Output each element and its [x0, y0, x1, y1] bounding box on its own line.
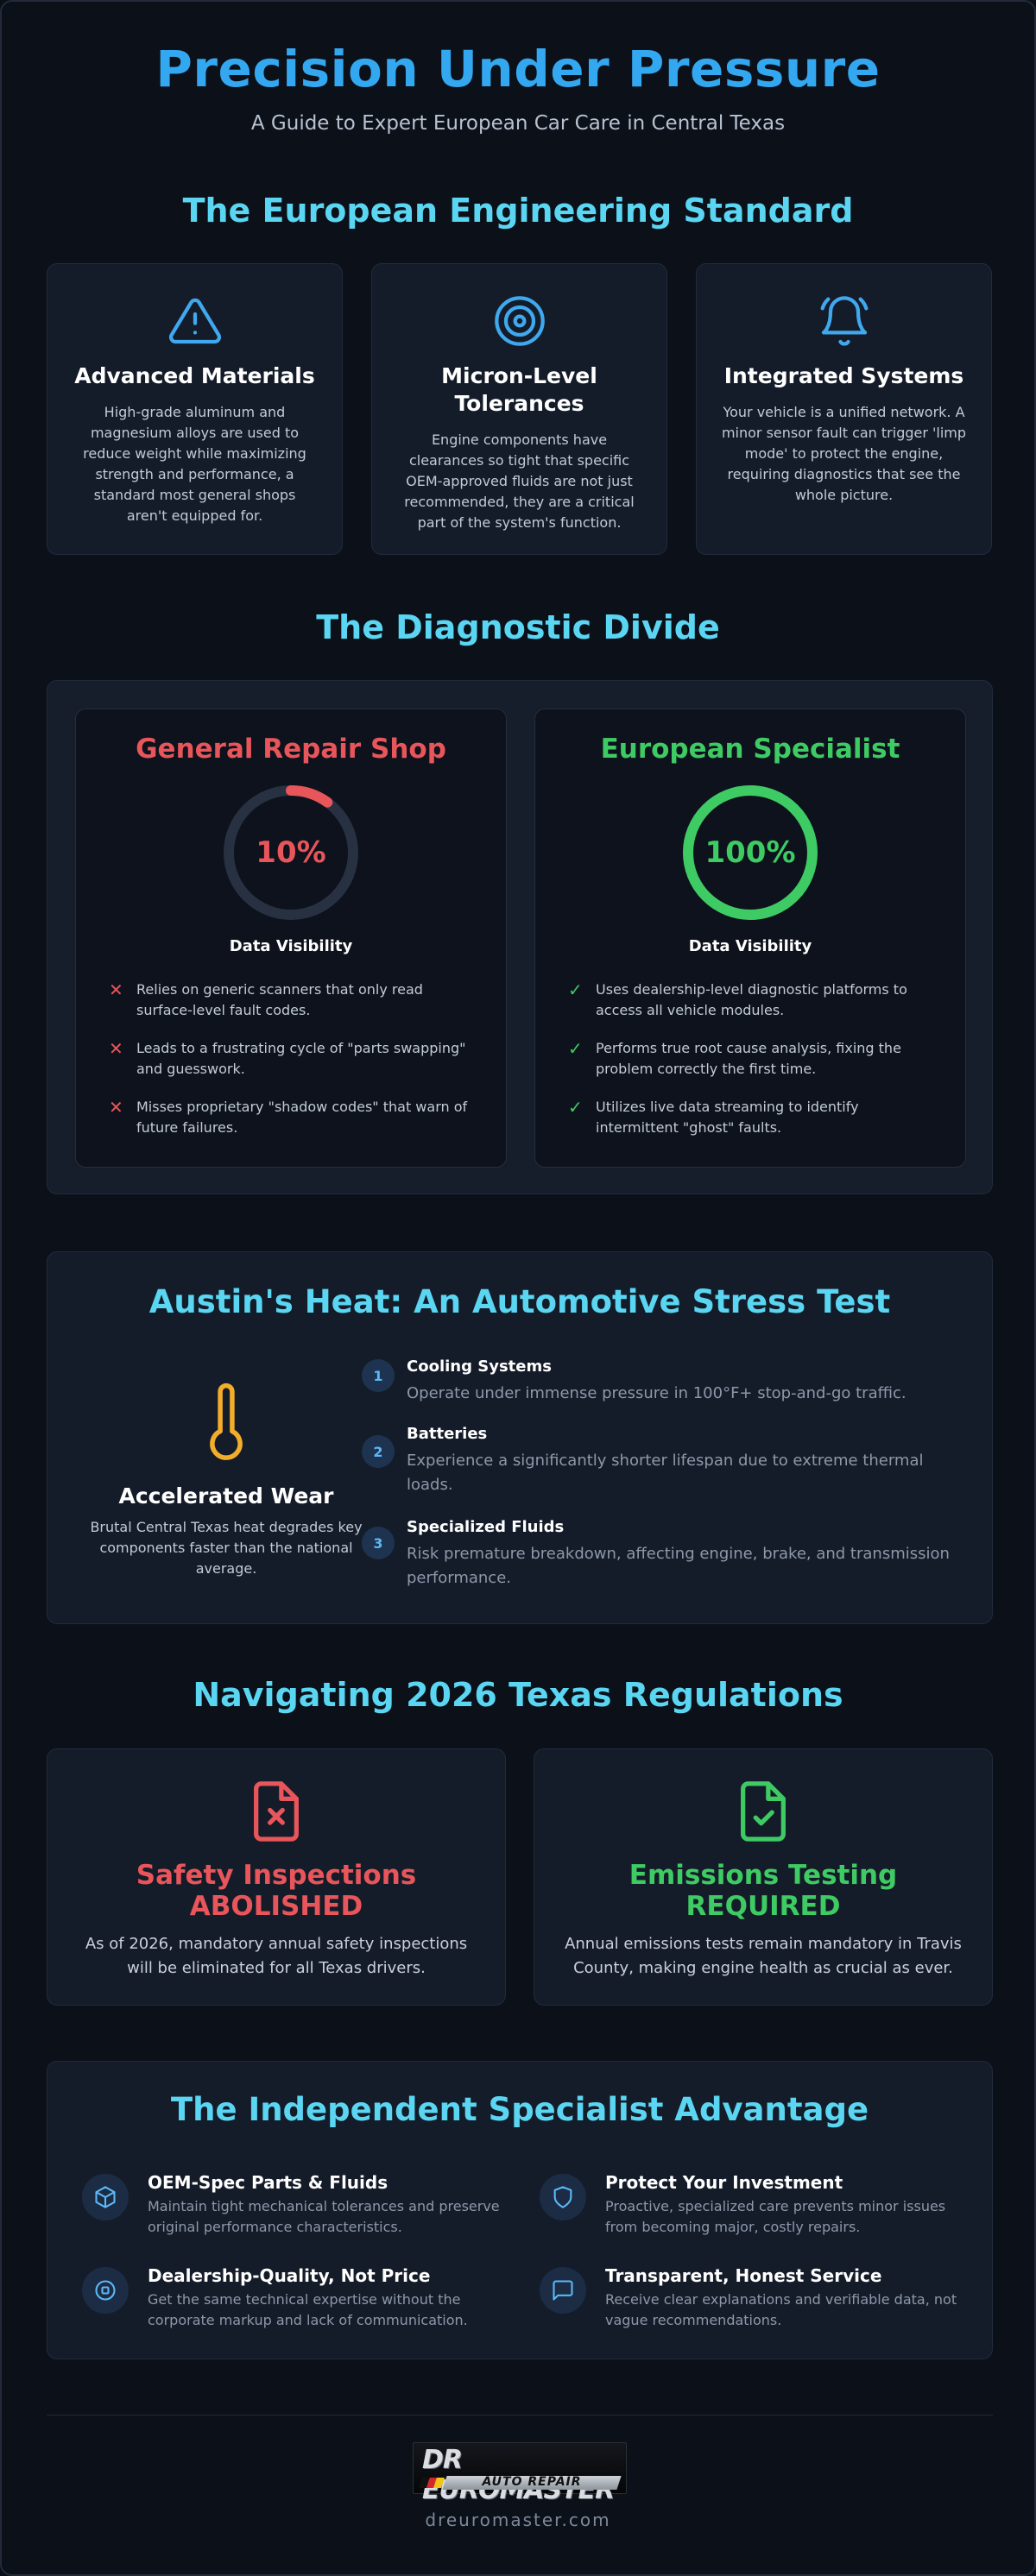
heat-section-title: Austin's Heat: An Automotive Stress Test [148, 1283, 891, 1320]
website-link[interactable]: dreuromaster.com [425, 2510, 611, 2530]
advantage-item-text: Get the same technical expertise without… [148, 2291, 468, 2328]
accelerated-wear-block: Accelerated Wear Brutal Central Texas he… [82, 1382, 370, 1579]
list-item-text: Utilizes live data streaming to identify… [596, 1099, 859, 1136]
shield-icon [540, 2174, 586, 2220]
x-icon: ✕ [109, 1038, 123, 1059]
advantage-section: The Independent Specialist Advantage OEM… [47, 2061, 993, 2359]
reg-title-line: Safety Inspections [136, 1860, 417, 1891]
cube-icon [82, 2174, 129, 2220]
specialist-gauge-percent: 100% [704, 835, 795, 870]
step-number: 1 [362, 1359, 395, 1392]
list-item: ✕ Leads to a frustrating cycle of "parts … [109, 1038, 475, 1080]
chip-icon [82, 2267, 129, 2314]
bell-icon [817, 293, 872, 349]
list-item: ✕ Misses proprietary "shadow codes" that … [109, 1097, 475, 1138]
accelerated-wear-title: Accelerated Wear [118, 1483, 334, 1508]
engineering-card-tolerances: Micron-Level Tolerances Engine component… [371, 263, 667, 555]
page-title: Precision Under Pressure [155, 40, 881, 98]
general-visibility-gauge: 10% [224, 785, 358, 920]
page-subtitle: A Guide to Expert European Car Care in C… [250, 112, 786, 135]
emissions-testing-text: Annual emissions tests remain mandatory … [565, 1935, 962, 1977]
engineering-card-text: Your vehicle is a unified network. A min… [721, 404, 967, 503]
engineering-card-systems: Integrated Systems Your vehicle is a uni… [696, 263, 992, 555]
heat-item-text: Risk premature breakdown, affecting engi… [407, 1545, 950, 1587]
warning-triangle-icon [167, 293, 223, 349]
specialist-visibility-gauge: 100% [683, 785, 818, 920]
list-item-text: Misses proprietary "shadow codes" that w… [136, 1099, 468, 1136]
general-shop-heading: General Repair Shop [136, 734, 446, 765]
diagnostic-section-title: The Diagnostic Divide [316, 608, 720, 646]
advantage-section-title: The Independent Specialist Advantage [170, 2091, 869, 2128]
target-icon [492, 293, 547, 349]
x-icon: ✕ [109, 1097, 123, 1118]
step-number: 2 [362, 1435, 395, 1468]
heat-item-title: Cooling Systems [407, 1357, 552, 1376]
logo-subtitle: AUTO REPAIR [482, 2475, 582, 2489]
advantage-item-title: Transparent, Honest Service [605, 2265, 882, 2286]
general-gauge-label: Data Visibility [229, 937, 353, 955]
engineering-card-text: High-grade aluminum and magnesium alloys… [83, 404, 306, 524]
advantage-item-title: Protect Your Investment [605, 2172, 843, 2193]
reg-status-line: ABOLISHED [189, 1891, 363, 1922]
engineering-card-materials: Advanced Materials High-grade aluminum a… [47, 263, 343, 555]
heat-item-text: Operate under immense pressure in 100°F+… [407, 1384, 906, 1402]
engineering-card-title: Micron-Level Tolerances [441, 363, 597, 416]
general-gauge-percent: 10% [256, 835, 325, 870]
safety-inspection-title: Safety Inspections ABOLISHED [73, 1860, 479, 1922]
engineering-card-title: Integrated Systems [723, 363, 964, 388]
emissions-testing-title: Emissions Testing REQUIRED [560, 1860, 966, 1922]
specialist-list: ✓ Uses dealership-level diagnostic platfo… [568, 979, 934, 1138]
list-item: ✓ Uses dealership-level diagnostic platfo… [568, 979, 934, 1021]
list-item-text: Relies on generic scanners that only rea… [136, 981, 423, 1018]
file-check-icon [733, 1779, 793, 1844]
accelerated-wear-text: Brutal Central Texas heat degrades key c… [90, 1519, 363, 1577]
check-icon: ✓ [568, 1038, 583, 1059]
heat-section: Austin's Heat: An Automotive Stress Test… [47, 1251, 993, 1624]
safety-inspection-text: As of 2026, mandatory annual safety insp… [85, 1935, 468, 1977]
heat-item-text: Experience a significantly shorter lifes… [407, 1452, 924, 1494]
list-item-text: Uses dealership-level diagnostic platfor… [596, 981, 907, 1018]
engineering-section-title: The European Engineering Standard [182, 192, 854, 230]
specialist-gauge-arc [683, 785, 818, 920]
specialist-panel: European Specialist 100% Data Visibility… [534, 709, 966, 1168]
thermometer-icon [82, 1382, 370, 1464]
list-item-text: Performs true root cause analysis, fixin… [596, 1040, 901, 1077]
list-item-text: Leads to a frustrating cycle of "parts s… [136, 1040, 466, 1077]
diagnostic-comparison: General Repair Shop 10% Data Visibility … [47, 680, 993, 1194]
advantage-item-title: Dealership-Quality, Not Price [148, 2265, 431, 2286]
x-icon: ✕ [109, 979, 123, 1000]
list-item: ✓ Utilizes live data streaming to identif… [568, 1097, 934, 1138]
step-number: 3 [362, 1527, 395, 1559]
file-x-icon [246, 1779, 306, 1844]
reg-status-line: REQUIRED [685, 1891, 841, 1922]
safety-inspection-card: Safety Inspections ABOLISHED As of 2026,… [47, 1748, 506, 2006]
specialist-gauge-label: Data Visibility [688, 937, 812, 955]
reg-title-line: Emissions Testing [629, 1860, 898, 1891]
engineering-card-title: Advanced Materials [74, 363, 315, 388]
advantage-item-text: Receive clear explanations and verifiabl… [605, 2291, 957, 2328]
engineering-card-text: Engine components have clearances so tig… [404, 431, 635, 531]
brand-logo[interactable]: DR EUROMASTER AUTO REPAIR [413, 2442, 627, 2505]
flag-stripes-icon [419, 2478, 445, 2488]
advantage-item-text: Proactive, specialized care prevents min… [605, 2198, 946, 2235]
message-icon [540, 2267, 586, 2314]
heat-item-title: Batteries [407, 1425, 488, 1443]
general-shop-list: ✕ Relies on generic scanners that only re… [109, 979, 475, 1138]
regulations-section-title: Navigating 2026 Texas Regulations [193, 1676, 843, 1714]
list-item: ✓ Performs true root cause analysis, fixi… [568, 1038, 934, 1080]
advantage-item-title: OEM-Spec Parts & Fluids [148, 2172, 388, 2193]
heat-item-title: Specialized Fluids [407, 1518, 565, 1536]
check-icon: ✓ [568, 1097, 583, 1118]
specialist-heading: European Specialist [600, 734, 900, 765]
emissions-testing-card: Emissions Testing REQUIRED Annual emissi… [534, 1748, 993, 2006]
general-shop-panel: General Repair Shop 10% Data Visibility … [75, 709, 507, 1168]
general-gauge-arc [224, 785, 358, 920]
check-icon: ✓ [568, 979, 583, 1000]
advantage-item-text: Maintain tight mechanical tolerances and… [148, 2198, 500, 2235]
list-item: ✕ Relies on generic scanners that only re… [109, 979, 475, 1021]
